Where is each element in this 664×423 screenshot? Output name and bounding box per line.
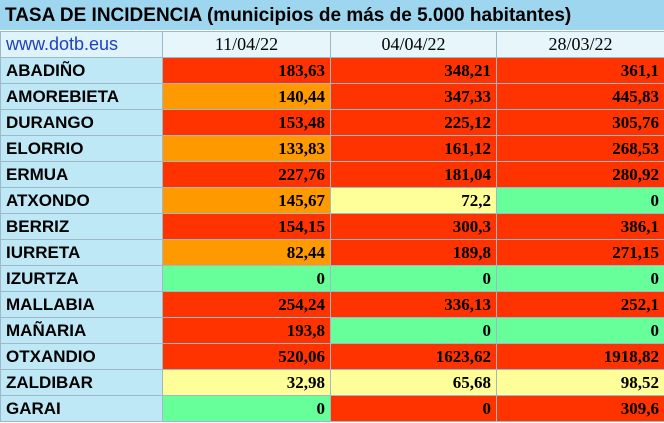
- incidence-value: 0: [496, 317, 664, 344]
- table-row: ERMUA 227,76 181,04 280,92: [0, 161, 664, 188]
- incidence-value: 189,8: [330, 239, 497, 266]
- incidence-value: 0: [162, 265, 331, 292]
- incidence-value: 82,44: [162, 239, 331, 266]
- table-row: IZURTZA 0 0 0: [0, 265, 664, 292]
- incidence-value: 133,83: [162, 135, 331, 162]
- municipality-name: BERRIZ: [0, 213, 163, 240]
- table-row: IURRETA 82,44 189,8 271,15: [0, 239, 664, 266]
- incidence-value: 309,6: [496, 395, 664, 422]
- incidence-value: 0: [496, 265, 664, 292]
- incidence-value: 181,04: [330, 161, 497, 188]
- incidence-value: 520,06: [162, 343, 331, 370]
- header-row: www.dotb.eus 11/04/22 04/04/22 28/03/22: [0, 31, 664, 58]
- incidence-value: 0: [330, 265, 497, 292]
- incidence-value: 145,67: [162, 187, 331, 214]
- incidence-value: 32,98: [162, 369, 331, 396]
- incidence-value: 268,53: [496, 135, 664, 162]
- table-row: GARAI 0 0 309,6: [0, 395, 664, 422]
- incidence-value: 183,63: [162, 57, 331, 84]
- incidence-value: 65,68: [330, 369, 497, 396]
- table-row: AMOREBIETA 140,44 347,33 445,83: [0, 83, 664, 110]
- site-url: www.dotb.eus: [0, 31, 163, 58]
- incidence-value: 254,24: [162, 291, 331, 318]
- incidence-value: 280,92: [496, 161, 664, 188]
- table-row: ELORRIO 133,83 161,12 268,53: [0, 135, 664, 162]
- table-row: ZALDIBAR 32,98 65,68 98,52: [0, 369, 664, 396]
- municipality-name: MALLABIA: [0, 291, 163, 318]
- incidence-value: 140,44: [162, 83, 331, 110]
- incidence-value: 0: [330, 317, 497, 344]
- incidence-value: 347,33: [330, 83, 497, 110]
- incidence-value: 1918,82: [496, 343, 664, 370]
- municipality-name: ZALDIBAR: [0, 369, 163, 396]
- municipality-name: OTXANDIO: [0, 343, 163, 370]
- incidence-value: 225,12: [330, 109, 497, 136]
- date-header: 11/04/22: [162, 31, 331, 58]
- incidence-value: 348,21: [330, 57, 497, 84]
- incidence-value: 227,76: [162, 161, 331, 188]
- municipality-name: GARAI: [0, 395, 163, 422]
- table-row: OTXANDIO 520,06 1623,62 1918,82: [0, 343, 664, 370]
- table-row: MALLABIA 254,24 336,13 252,1: [0, 291, 664, 318]
- incidence-value: 1623,62: [330, 343, 497, 370]
- incidence-value: 445,83: [496, 83, 664, 110]
- municipality-name: IURRETA: [0, 239, 163, 266]
- table-row: MAÑARIA 193,8 0 0: [0, 317, 664, 344]
- table-row: ATXONDO 145,67 72,2 0: [0, 187, 664, 214]
- table-row: DURANGO 153,48 225,12 305,76: [0, 109, 664, 136]
- incidence-value: 98,52: [496, 369, 664, 396]
- incidence-value: 300,3: [330, 213, 497, 240]
- municipality-name: ATXONDO: [0, 187, 163, 214]
- incidence-value: 271,15: [496, 239, 664, 266]
- incidence-value: 154,15: [162, 213, 331, 240]
- municipality-name: ERMUA: [0, 161, 163, 188]
- municipality-name: ABADIÑO: [0, 57, 163, 84]
- incidence-value: 72,2: [330, 187, 497, 214]
- incidence-value: 336,13: [330, 291, 497, 318]
- sheet-title: TASA DE INCIDENCIA (municipios de más de…: [0, 0, 664, 31]
- municipality-name: IZURTZA: [0, 265, 163, 292]
- incidence-value: 305,76: [496, 109, 664, 136]
- incidence-table: www.dotb.eus 11/04/22 04/04/22 28/03/22 …: [0, 31, 664, 422]
- municipality-name: AMOREBIETA: [0, 83, 163, 110]
- incidence-value: 161,12: [330, 135, 497, 162]
- incidence-value: 0: [330, 395, 497, 422]
- incidence-value: 153,48: [162, 109, 331, 136]
- municipality-name: MAÑARIA: [0, 317, 163, 344]
- table-row: BERRIZ 154,15 300,3 386,1: [0, 213, 664, 240]
- incidence-value: 252,1: [496, 291, 664, 318]
- incidence-value: 0: [162, 395, 331, 422]
- incidence-value: 361,1: [496, 57, 664, 84]
- date-header: 28/03/22: [496, 31, 664, 58]
- incidence-value: 193,8: [162, 317, 331, 344]
- incidence-value: 0: [496, 187, 664, 214]
- incidence-value: 386,1: [496, 213, 664, 240]
- municipality-name: ELORRIO: [0, 135, 163, 162]
- date-header: 04/04/22: [330, 31, 497, 58]
- table-row: ABADIÑO 183,63 348,21 361,1: [0, 57, 664, 84]
- municipality-name: DURANGO: [0, 109, 163, 136]
